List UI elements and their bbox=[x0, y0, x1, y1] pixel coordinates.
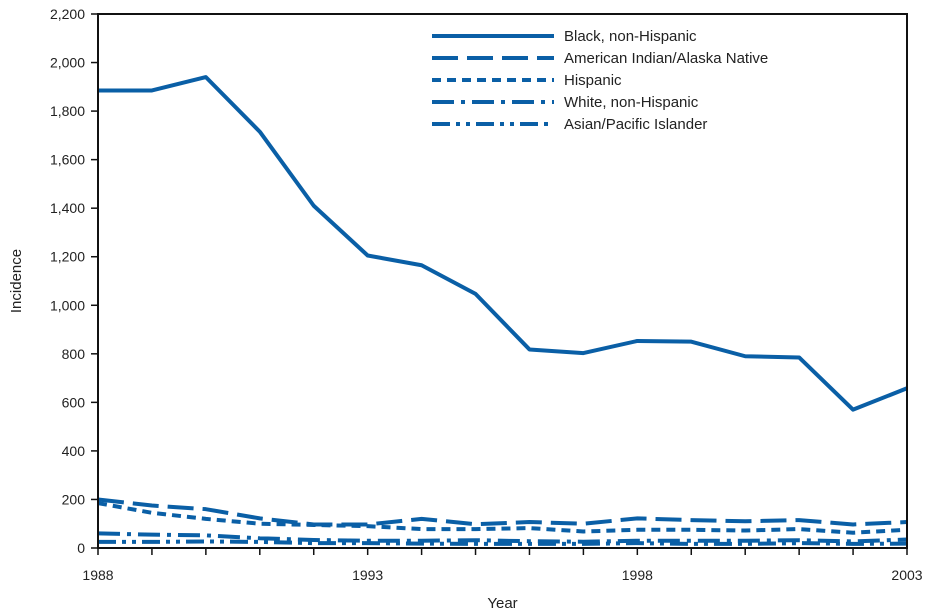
legend-label: Hispanic bbox=[564, 72, 622, 89]
y-tick-label: 1,200 bbox=[50, 249, 85, 265]
y-tick-label: 200 bbox=[62, 491, 86, 507]
x-axis-ticks: 1988 1993 1998 2003 bbox=[82, 548, 923, 583]
legend-label: White, non-Hispanic bbox=[564, 94, 699, 111]
x-axis-title: Year bbox=[487, 595, 517, 612]
series-line bbox=[98, 539, 908, 546]
plot-frame bbox=[97, 13, 908, 549]
series-line bbox=[97, 531, 908, 544]
y-tick-label: 0 bbox=[77, 540, 85, 556]
y-tick-label: 2,200 bbox=[50, 6, 85, 22]
y-tick-label: 1,400 bbox=[50, 200, 85, 216]
x-tick-label: 1988 bbox=[82, 567, 113, 583]
series-line bbox=[97, 497, 908, 527]
series-line bbox=[98, 75, 908, 412]
y-tick-label: 2,000 bbox=[50, 55, 85, 71]
y-tick-label: 400 bbox=[62, 443, 86, 459]
series-lines bbox=[97, 75, 908, 546]
legend: Black, non-Hispanic American Indian/Alask… bbox=[432, 28, 768, 133]
x-tick-label: 1998 bbox=[622, 567, 653, 583]
legend-label: Black, non-Hispanic bbox=[564, 28, 697, 45]
x-tick-label: 1993 bbox=[352, 567, 383, 583]
y-tick-label: 600 bbox=[62, 394, 86, 410]
x-tick-label: 2003 bbox=[891, 567, 922, 583]
y-tick-label: 800 bbox=[62, 346, 86, 362]
series-line bbox=[97, 501, 908, 535]
y-tick-label: 1,000 bbox=[50, 297, 85, 313]
y-axis-title: Incidence bbox=[8, 249, 25, 313]
y-tick-label: 1,600 bbox=[50, 152, 85, 168]
y-tick-label: 1,800 bbox=[50, 103, 85, 119]
y-axis-ticks: 0 200 400 600 800 1,000 1,200 1,400 1,600 1,800 2,… bbox=[50, 6, 98, 556]
legend-label: American Indian/Alaska Native bbox=[564, 50, 768, 67]
legend-label: Asian/Pacific Islander bbox=[564, 116, 707, 133]
